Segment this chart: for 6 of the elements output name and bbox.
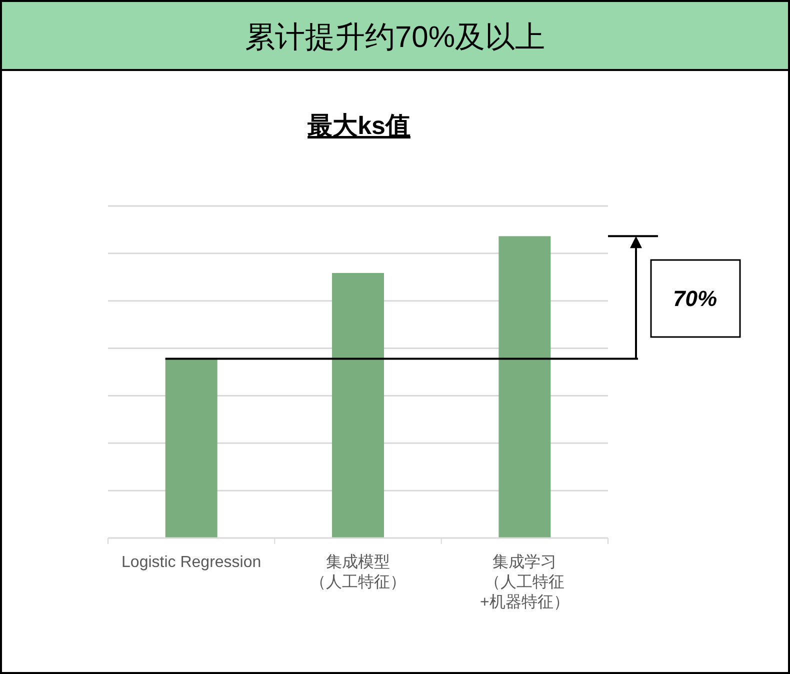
x-tick-label: 集成学习（人工特征+机器特征） xyxy=(480,553,570,611)
text: 70% xyxy=(672,286,718,311)
x-tick-label: Logistic Regression xyxy=(122,554,262,571)
x-tick-label: 集成模型（人工特征） xyxy=(310,553,406,591)
chart-title: 累计提升约70%及以上 xyxy=(244,21,546,54)
chart-subtitle: 最大ks值 xyxy=(306,112,410,140)
